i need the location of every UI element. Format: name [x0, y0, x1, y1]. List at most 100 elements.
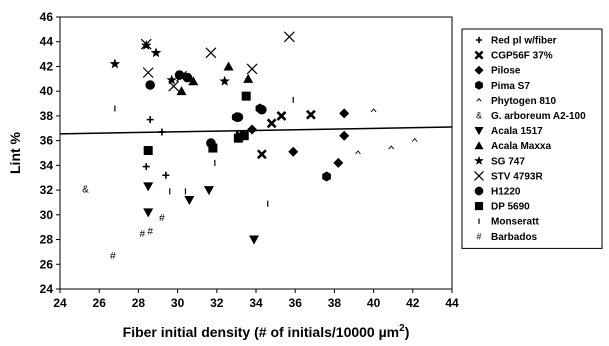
x-tick-label: 38 — [328, 296, 342, 310]
legend-marker — [474, 50, 484, 60]
hash-shape: # — [476, 231, 481, 241]
star-shape — [150, 47, 162, 58]
y-tick-label: 28 — [40, 233, 54, 247]
triangle-down-shape — [184, 195, 195, 205]
bar-shape — [478, 218, 480, 224]
star-shape — [474, 155, 484, 165]
legend-entry: Acala 1517 — [474, 126, 543, 137]
data-point — [247, 124, 258, 135]
star-shape — [219, 75, 230, 86]
data-points: &## ## — [82, 31, 418, 262]
data-point — [184, 188, 187, 195]
data-point — [208, 143, 218, 153]
data-point — [166, 74, 177, 85]
data-point — [142, 67, 154, 79]
plus-shape — [142, 163, 150, 171]
data-point — [339, 108, 350, 119]
y-axis-title: Lint % — [7, 131, 23, 174]
bar-shape — [184, 188, 187, 195]
data-point — [143, 182, 154, 192]
data-point — [267, 200, 269, 207]
triangle-up-shape — [223, 61, 234, 71]
data-point — [150, 47, 162, 58]
caret-shape — [476, 97, 482, 102]
legend-label: DP 5690 — [491, 202, 530, 213]
data-point — [114, 105, 116, 112]
legend-marker — [474, 186, 484, 196]
data-point — [246, 63, 258, 75]
ampersand-shape: & — [82, 184, 89, 195]
data-point — [266, 118, 277, 129]
x-tick-label: 44 — [445, 296, 459, 310]
circle-shape — [182, 72, 193, 83]
legend-entry: Pima S7 — [475, 80, 530, 92]
x-shape — [474, 170, 484, 181]
x-tick-label: 42 — [406, 296, 420, 310]
plus-shape — [158, 128, 166, 136]
data-point — [188, 76, 199, 86]
x-axis-title-unit: µm — [379, 324, 400, 340]
legend-entry: CGP56F 37% — [474, 50, 553, 62]
data-point — [109, 58, 121, 69]
y-tick-label: 42 — [40, 59, 54, 73]
diamond-shape — [288, 146, 299, 157]
tick-labels: 24 26 28 30 32 34 36 38 40 42 44 46 24 26 28 30 32 34 36 38… — [40, 10, 459, 310]
data-point — [249, 235, 260, 245]
data-point — [388, 145, 395, 150]
x-shape — [246, 63, 258, 75]
caret-shape — [411, 137, 418, 142]
triangle-up-shape — [176, 86, 187, 96]
x-shape — [140, 38, 152, 50]
legend-label: Pilose — [491, 66, 521, 77]
legend-label: Acala Maxxa — [491, 141, 551, 152]
data-point — [241, 91, 251, 101]
hexagon-shape — [322, 171, 331, 182]
x-shape — [305, 109, 316, 120]
legend-entry: # Barbados — [476, 231, 537, 242]
data-point — [233, 133, 243, 143]
data-point — [305, 109, 316, 120]
y-tick-label: 32 — [40, 183, 54, 197]
data-point — [143, 146, 153, 156]
data-point: & — [82, 184, 89, 195]
legend-marker: & — [476, 111, 482, 121]
legend-marker — [474, 202, 484, 211]
data-point — [203, 186, 214, 196]
x-shape — [474, 50, 484, 60]
y-tick-label: 36 — [40, 134, 54, 148]
square-shape — [241, 91, 251, 101]
x-tick-label: 40 — [367, 296, 381, 310]
y-tick-label: 26 — [40, 257, 54, 271]
plus-shape — [162, 171, 170, 179]
data-point — [370, 108, 377, 113]
x-axis-title-sup: 2 — [399, 323, 405, 334]
legend-label: Barbados — [491, 232, 538, 243]
bar-shape — [169, 188, 171, 195]
diamond-shape — [474, 65, 484, 75]
square-shape — [208, 143, 218, 153]
legend-entry: H1220 — [474, 186, 521, 198]
legend-entry: DP 5690 — [474, 202, 530, 213]
x-shape — [205, 47, 217, 59]
legend-marker — [474, 170, 484, 181]
legend-label: STV 4793R — [491, 171, 543, 182]
triangle-down-shape — [143, 182, 154, 192]
plot-area-frame — [59, 16, 453, 290]
data-point — [176, 86, 187, 96]
data-point — [276, 110, 287, 121]
square-shape — [239, 131, 249, 141]
legend-label: Pima S7 — [491, 81, 530, 92]
x-tick-label: 26 — [93, 296, 107, 310]
y-tick-label: 24 — [40, 282, 54, 296]
ampersand-shape: & — [476, 111, 482, 121]
axes — [59, 16, 453, 290]
data-point — [292, 96, 294, 103]
x-tick-label: 24 — [53, 296, 67, 310]
legend-marker — [475, 80, 483, 90]
data-point — [233, 112, 244, 122]
data-point — [146, 116, 154, 124]
y-tick-label: 38 — [40, 109, 54, 123]
legend-entry: STV 4793R — [474, 170, 543, 182]
caret-shape — [388, 145, 395, 150]
